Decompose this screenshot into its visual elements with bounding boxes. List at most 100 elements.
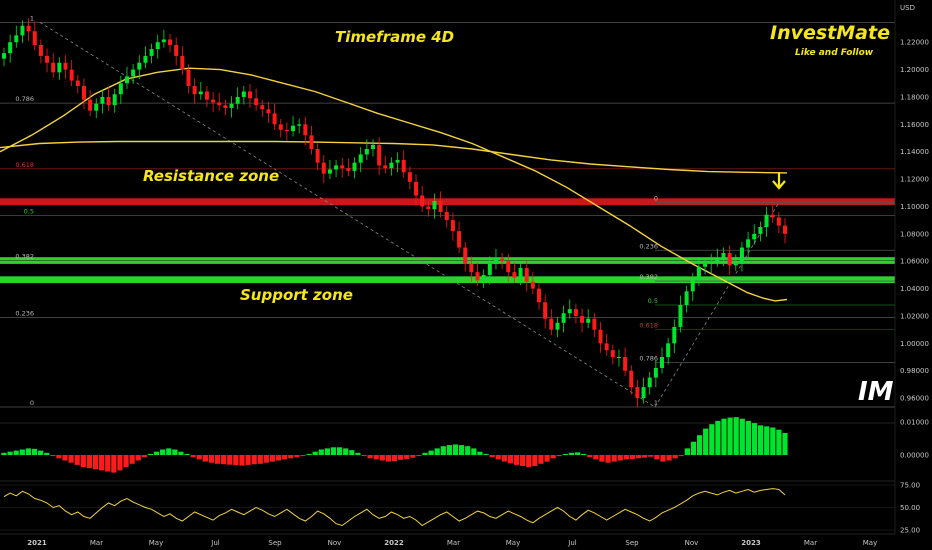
- momentum-bar: [147, 453, 154, 455]
- momentum-bar: [513, 455, 520, 465]
- candle-body: [106, 96, 111, 106]
- momentum-bar: [355, 452, 361, 455]
- price-tick-label: 1.14000: [900, 148, 929, 156]
- fib-level-label: 0: [30, 399, 34, 407]
- candle-body: [629, 370, 634, 388]
- time-tick-label: Jul: [210, 539, 220, 547]
- momentum-bar: [398, 455, 404, 460]
- momentum-histogram: [0, 417, 895, 473]
- momentum-bar: [660, 455, 666, 462]
- candle-body: [352, 162, 357, 171]
- candle-body: [143, 55, 148, 63]
- time-tick-label: Nov: [328, 539, 342, 547]
- momentum-bar: [581, 453, 587, 455]
- candle-body: [88, 99, 93, 111]
- candle-body: [291, 125, 296, 132]
- candle-body: [260, 105, 265, 110]
- candle-body: [26, 25, 31, 32]
- candle-body: [500, 258, 505, 262]
- time-tick-label: Sep: [625, 539, 639, 547]
- price-tick-label: 1.16000: [900, 121, 929, 129]
- fib2-level-label: 0: [654, 194, 658, 202]
- momentum-bar: [690, 441, 697, 455]
- momentum-bar: [379, 455, 385, 461]
- momentum-bar: [288, 455, 294, 459]
- candle-body: [155, 42, 160, 50]
- momentum-bar: [532, 455, 538, 466]
- candle-body: [414, 181, 419, 196]
- momentum-bar: [703, 428, 709, 455]
- momentum-bar: [275, 455, 282, 461]
- brand-name: InvestMate: [770, 22, 890, 44]
- momentum-bar: [349, 450, 355, 455]
- momentum-bar: [428, 450, 434, 455]
- candle-body: [567, 309, 572, 314]
- candle-body: [20, 25, 25, 36]
- momentum-bar: [282, 455, 288, 460]
- logo-text: IM: [858, 377, 894, 407]
- momentum-bar: [19, 449, 25, 455]
- momentum-bar: [538, 455, 544, 464]
- momentum-bar: [312, 451, 318, 455]
- momentum-bar: [593, 455, 599, 460]
- candle-body: [733, 263, 738, 266]
- candle-body: [38, 44, 43, 56]
- momentum-bar: [434, 448, 440, 455]
- fib2-level-label: 1: [654, 399, 658, 407]
- price-tick-label: 1.00000: [900, 340, 929, 348]
- momentum-bar: [715, 420, 721, 455]
- candle-body: [174, 44, 179, 56]
- candle-body: [14, 35, 19, 43]
- momentum-bar: [556, 455, 562, 457]
- momentum-bar: [68, 455, 74, 463]
- price-tick-label: 0.96000: [900, 395, 929, 403]
- fib2-level-label: 0.382: [639, 273, 658, 281]
- momentum-bar: [25, 448, 32, 455]
- momentum-bar: [141, 455, 147, 458]
- chart-title: Timeframe 4D: [335, 28, 454, 46]
- fib-level-label: 0.236: [15, 309, 34, 317]
- fib-level-label: 0.786: [15, 95, 34, 103]
- momentum-bar: [38, 450, 44, 455]
- candle-body: [450, 220, 455, 232]
- momentum-bar: [440, 446, 446, 455]
- candle-body: [432, 200, 437, 210]
- momentum-bar: [44, 452, 50, 455]
- candle-body: [715, 258, 720, 262]
- candle-body: [198, 91, 203, 95]
- candle-body: [309, 135, 314, 149]
- candle-body: [666, 343, 671, 358]
- momentum-bar: [721, 418, 727, 455]
- candle-body: [518, 268, 523, 278]
- momentum-bar: [13, 450, 19, 455]
- momentum-tick-label: 0.00000: [900, 452, 929, 460]
- momentum-bar: [391, 455, 398, 462]
- candle-body: [69, 69, 74, 81]
- candle-body: [530, 281, 535, 289]
- momentum-bar: [105, 455, 111, 472]
- time-tick-label: Mar: [447, 539, 460, 547]
- candle-body: [463, 247, 468, 264]
- candle-body: [438, 200, 443, 212]
- candle-body: [549, 318, 554, 330]
- candle-body: [334, 165, 339, 170]
- candle-body: [678, 305, 683, 327]
- candle-body: [493, 258, 498, 264]
- candle-body: [315, 148, 320, 163]
- candle-body: [389, 162, 394, 169]
- time-tick-label: Mar: [90, 539, 103, 547]
- price-tick-label: 1.12000: [900, 176, 929, 184]
- momentum-tick-label: 0.01000: [900, 419, 929, 427]
- momentum-bar: [1, 452, 7, 455]
- time-tick-label: May: [149, 539, 163, 547]
- momentum-bar: [501, 455, 507, 462]
- fib-anchor-diagonal-2: [654, 202, 780, 408]
- momentum-bar: [550, 455, 556, 459]
- momentum-bar: [196, 455, 202, 460]
- momentum-bar: [221, 455, 227, 465]
- momentum-bar: [471, 448, 477, 455]
- candle-body: [401, 159, 406, 173]
- momentum-bar: [733, 417, 739, 455]
